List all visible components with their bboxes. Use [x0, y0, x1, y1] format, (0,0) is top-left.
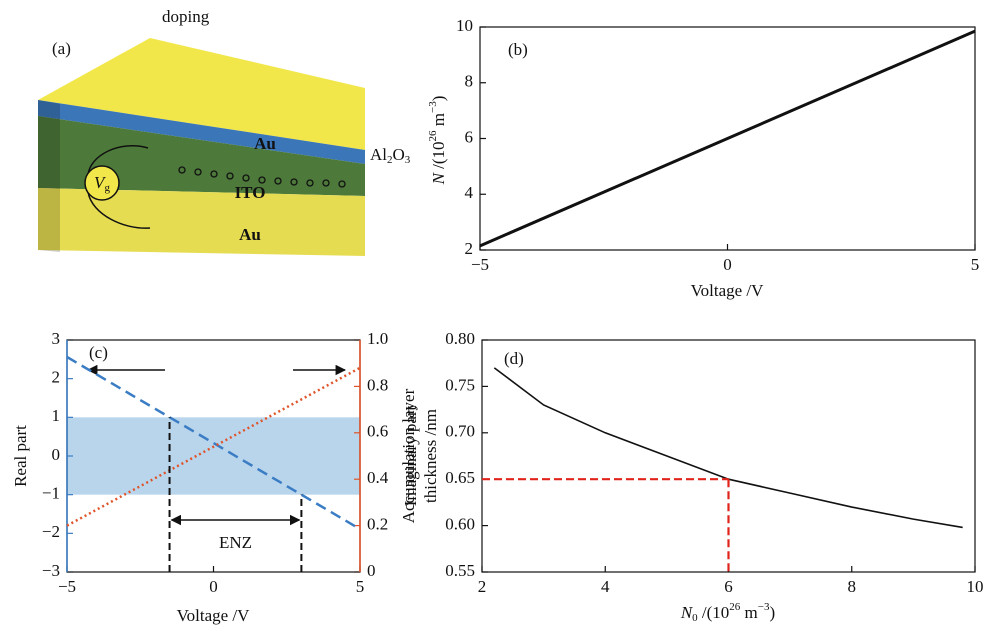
y2-tick-label: 0.2 — [367, 515, 388, 534]
panel-label: (d) — [504, 349, 524, 368]
y-tick-label: 6 — [465, 127, 474, 146]
label-part: /(10 — [429, 141, 448, 173]
panel-label: (b) — [508, 40, 528, 59]
oxide-part: Al — [370, 145, 387, 164]
y-axis-label: thickness /nm — [421, 409, 440, 503]
y-tick-label: 0.70 — [445, 422, 475, 441]
y-tick-label: 0 — [52, 445, 61, 464]
y-tick-label: −3 — [42, 561, 60, 580]
label-sup: 26 — [729, 601, 741, 613]
ito-label: ITO — [235, 183, 266, 202]
y-tick-label: 2 — [465, 239, 474, 258]
y2-tick-label: 0.8 — [367, 375, 388, 394]
x-tick-label: 8 — [848, 577, 857, 596]
label-sup: −3 — [758, 601, 770, 613]
y-tick-label: 8 — [465, 72, 474, 91]
oxide-label: Al2O3 — [370, 145, 411, 166]
label-part: m — [429, 113, 448, 130]
y-tick-label: 2 — [52, 368, 61, 387]
y-tick-label: 0.65 — [445, 468, 475, 487]
x-tick-label: 0 — [209, 577, 218, 596]
label-part: m — [740, 603, 757, 622]
x-tick-label: 5 — [356, 577, 365, 596]
y-axis-label: N /(1026 m−3) — [427, 96, 448, 186]
enz-band — [67, 417, 360, 494]
x-tick-label: −5 — [58, 577, 76, 596]
label-sup: −3 — [427, 101, 439, 113]
x-tick-label: 6 — [724, 577, 733, 596]
y-axis-label: Real part — [11, 425, 30, 487]
au-top-label: Au — [254, 134, 276, 153]
device-diagram: Vg (a) doping Au ITO Au Al2O3 — [38, 7, 411, 256]
au-bottom-label: Au — [239, 225, 261, 244]
y-axis-label: Accumulation layer — [399, 388, 418, 523]
x-tick-label: 4 — [601, 577, 610, 596]
panel-label: (c) — [89, 343, 108, 362]
y-tick-label: 0.60 — [445, 515, 475, 534]
data-line — [480, 31, 975, 246]
figure: Vg (a) doping Au ITO Au Al2O3 Voltage /V… — [0, 0, 990, 627]
x-tick-label: 2 — [478, 577, 487, 596]
x-tick-label: −5 — [471, 255, 489, 274]
plot-frame — [482, 340, 975, 572]
gate-sub: g — [104, 182, 110, 194]
x-axis-label: Voltage /V — [691, 281, 765, 300]
x-tick-label: 5 — [971, 255, 980, 274]
y-tick-label: −1 — [42, 484, 60, 503]
label-sup: 26 — [427, 130, 439, 142]
y-tick-label: 0.75 — [445, 375, 475, 394]
x-axis-label: N0 /(1026 m−3) — [680, 601, 775, 624]
y-tick-label: 4 — [465, 183, 474, 202]
y2-tick-label: 0.4 — [367, 468, 389, 487]
oxide-part: O — [393, 145, 405, 164]
x-tick-label: 0 — [723, 255, 732, 274]
panel-label: (a) — [52, 39, 71, 58]
oxide-sub: 3 — [405, 154, 411, 166]
y2-tick-label: 1.0 — [367, 329, 388, 348]
label-part: ) — [770, 603, 776, 622]
label-part: ) — [429, 96, 448, 102]
y-tick-label: 0.80 — [445, 329, 475, 348]
x-tick-label: 10 — [967, 577, 984, 596]
doping-label: doping — [162, 7, 210, 26]
x-axis-label: Voltage /V — [177, 606, 251, 625]
y-tick-label: 10 — [456, 16, 473, 35]
side-shade — [38, 100, 60, 252]
annotation: ENZ — [219, 533, 252, 552]
label-part: /(10 — [698, 603, 730, 622]
y-tick-label: 0.55 — [445, 561, 475, 580]
y-tick-label: 1 — [52, 406, 61, 425]
y2-tick-label: 0 — [367, 561, 376, 580]
bottom-au-layer — [38, 188, 365, 256]
y-tick-label: 3 — [52, 329, 61, 348]
y-tick-label: −2 — [42, 522, 60, 541]
y2-tick-label: 0.6 — [367, 422, 388, 441]
